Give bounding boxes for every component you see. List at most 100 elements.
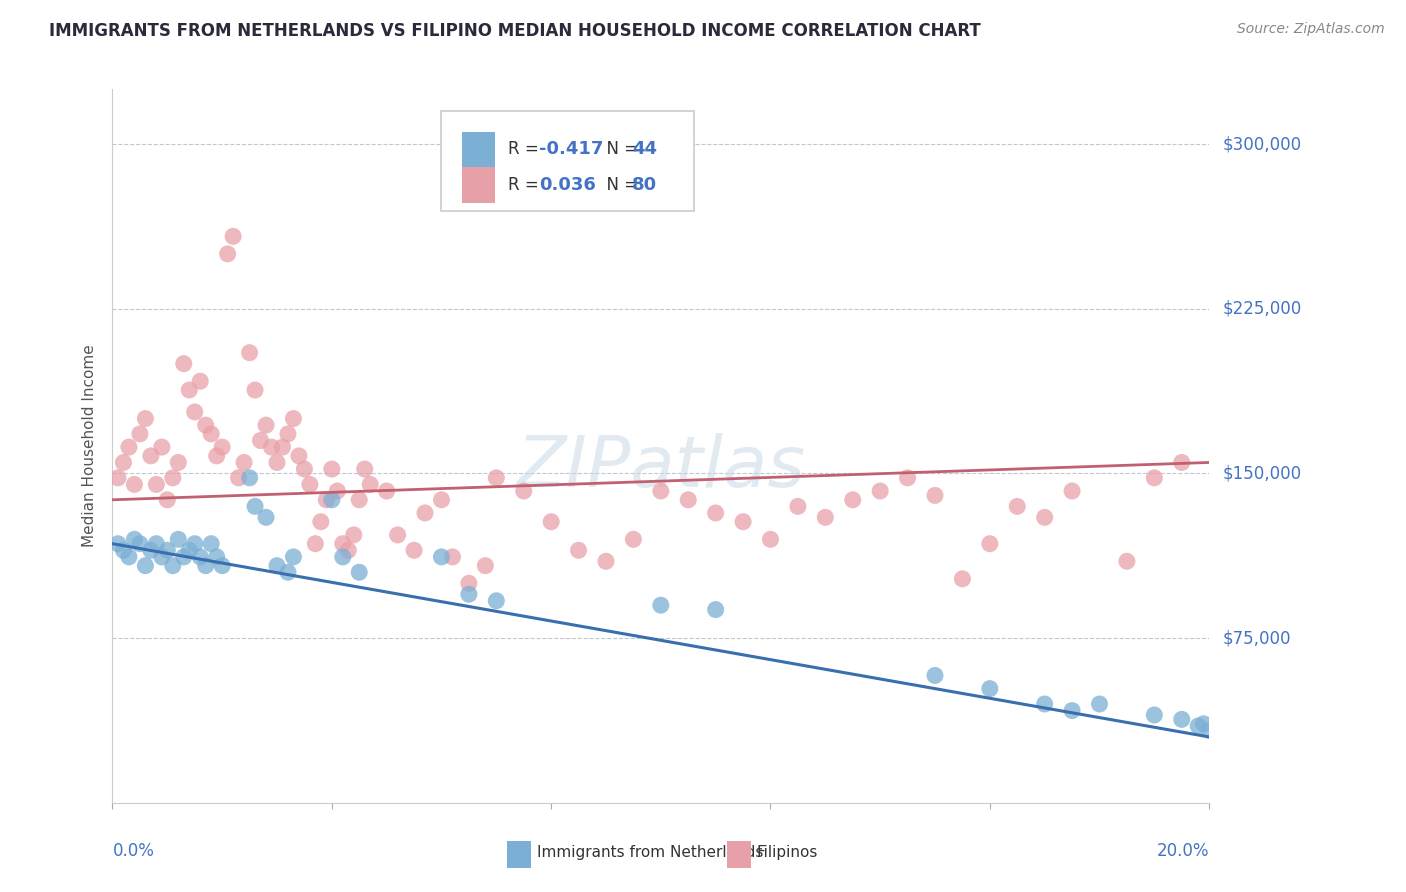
Point bbox=[243, 500, 266, 514]
Point bbox=[321, 462, 343, 476]
Point bbox=[129, 537, 152, 551]
Point bbox=[243, 383, 266, 397]
Point bbox=[145, 477, 167, 491]
Point bbox=[162, 471, 184, 485]
Text: N =: N = bbox=[596, 176, 644, 194]
Point bbox=[266, 455, 288, 469]
Point bbox=[321, 492, 343, 507]
Point bbox=[897, 471, 920, 485]
Text: R =: R = bbox=[509, 176, 544, 194]
Point bbox=[430, 549, 453, 564]
Point bbox=[595, 554, 617, 568]
Point bbox=[1143, 471, 1166, 485]
Point bbox=[979, 681, 1001, 696]
Point bbox=[134, 558, 156, 573]
Point bbox=[485, 594, 508, 608]
Point bbox=[343, 528, 366, 542]
Point bbox=[124, 477, 146, 491]
Point bbox=[814, 510, 837, 524]
Point bbox=[650, 598, 672, 612]
Point bbox=[112, 455, 135, 469]
Text: 44: 44 bbox=[633, 140, 658, 159]
Point bbox=[167, 533, 190, 547]
Point bbox=[678, 492, 700, 507]
FancyBboxPatch shape bbox=[727, 841, 751, 869]
Point bbox=[1171, 455, 1194, 469]
Point bbox=[239, 345, 262, 359]
Point bbox=[200, 537, 222, 551]
Point bbox=[294, 462, 316, 476]
Point bbox=[924, 488, 946, 502]
Point bbox=[326, 483, 349, 498]
Point bbox=[787, 500, 810, 514]
Text: 0.036: 0.036 bbox=[538, 176, 596, 194]
Point bbox=[139, 543, 162, 558]
Point bbox=[194, 418, 217, 433]
FancyBboxPatch shape bbox=[463, 167, 495, 202]
Point bbox=[309, 515, 332, 529]
Point bbox=[205, 449, 228, 463]
Point bbox=[337, 543, 360, 558]
Point bbox=[277, 566, 299, 580]
Point bbox=[485, 471, 508, 485]
Text: $225,000: $225,000 bbox=[1223, 300, 1302, 318]
Point bbox=[173, 549, 195, 564]
Point bbox=[458, 587, 481, 601]
Point bbox=[353, 462, 375, 476]
Point bbox=[271, 440, 294, 454]
Point bbox=[205, 549, 228, 564]
Point bbox=[211, 558, 233, 573]
Point bbox=[288, 449, 311, 463]
Point bbox=[239, 471, 262, 485]
Point bbox=[188, 374, 211, 388]
Point bbox=[430, 492, 453, 507]
Point bbox=[375, 483, 398, 498]
Point bbox=[150, 440, 173, 454]
Text: 80: 80 bbox=[633, 176, 658, 194]
Point bbox=[513, 483, 536, 498]
Point bbox=[188, 549, 211, 564]
Point bbox=[145, 537, 167, 551]
FancyBboxPatch shape bbox=[463, 132, 495, 168]
FancyBboxPatch shape bbox=[508, 841, 531, 869]
Point bbox=[156, 492, 179, 507]
Text: -0.417: -0.417 bbox=[538, 140, 603, 159]
Point bbox=[107, 471, 129, 485]
Point bbox=[233, 455, 256, 469]
Point bbox=[1062, 704, 1084, 718]
Point bbox=[315, 492, 337, 507]
Point bbox=[387, 528, 409, 542]
Point bbox=[924, 668, 946, 682]
Point bbox=[134, 411, 156, 425]
Text: Source: ZipAtlas.com: Source: ZipAtlas.com bbox=[1237, 22, 1385, 37]
Point bbox=[217, 247, 239, 261]
Point bbox=[156, 543, 179, 558]
Text: Immigrants from Netherlands: Immigrants from Netherlands bbox=[537, 846, 763, 860]
Point bbox=[332, 549, 354, 564]
Point bbox=[260, 440, 283, 454]
Point bbox=[1143, 708, 1166, 723]
Point bbox=[173, 357, 195, 371]
Point bbox=[1033, 510, 1056, 524]
Point bbox=[359, 477, 381, 491]
Point bbox=[704, 602, 727, 616]
Point bbox=[179, 383, 201, 397]
Point bbox=[1007, 500, 1029, 514]
Point bbox=[1171, 712, 1194, 726]
Point bbox=[266, 558, 288, 573]
Point bbox=[869, 483, 891, 498]
Point bbox=[112, 543, 135, 558]
Point bbox=[1198, 723, 1220, 738]
Point bbox=[139, 449, 162, 463]
Point bbox=[304, 537, 326, 551]
Point bbox=[283, 411, 305, 425]
Point bbox=[1187, 719, 1209, 733]
Text: N =: N = bbox=[596, 140, 644, 159]
Point bbox=[222, 229, 245, 244]
Point bbox=[118, 440, 141, 454]
Point bbox=[228, 471, 250, 485]
Point bbox=[979, 537, 1001, 551]
Point bbox=[1062, 483, 1084, 498]
Point bbox=[298, 477, 321, 491]
Point bbox=[349, 492, 371, 507]
